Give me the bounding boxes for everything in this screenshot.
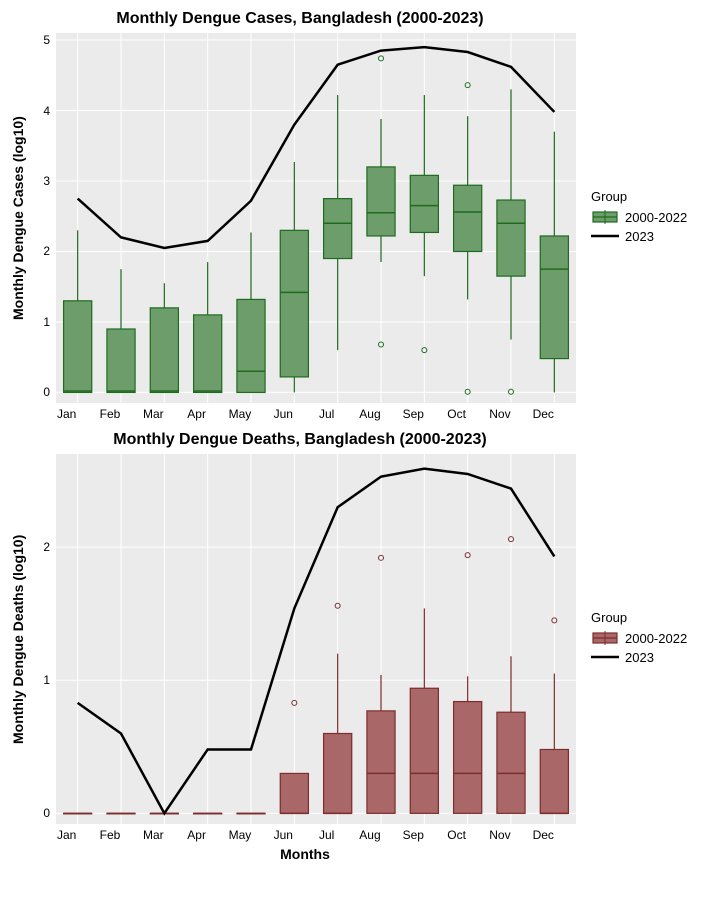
x-tick-label: Mar — [132, 407, 175, 421]
top-plot-row: Monthly Dengue Cases (log10) 012345 Grou… — [10, 33, 711, 403]
x-tick-label: Oct — [435, 407, 478, 421]
bottom-x-labels: JanFebMarAprMayJunJulAugSepOctNovDec — [10, 828, 565, 842]
bottom-svg — [56, 454, 576, 824]
y-tick: 2 — [43, 244, 56, 258]
x-tick-label: Jul — [305, 828, 348, 842]
bottom-chart-title: Monthly Dengue Deaths, Bangladesh (2000-… — [10, 431, 570, 449]
y-tick: 1 — [43, 315, 56, 329]
x-tick-label: Jun — [262, 407, 305, 421]
top-legend-box-icon — [591, 210, 619, 224]
x-tick-label: Dec — [522, 407, 565, 421]
bottom-legend-item-line: 2023 — [591, 650, 687, 665]
top-legend-title: Group — [591, 189, 687, 204]
top-chart-container: Monthly Dengue Cases, Bangladesh (2000-2… — [10, 10, 711, 421]
top-legend: Group 2000-2022 2023 — [591, 189, 687, 248]
y-tick: 4 — [43, 104, 56, 118]
x-tick-label: Jul — [305, 407, 348, 421]
x-tick-label: Jan — [45, 828, 88, 842]
bottom-legend-item-box: 2000-2022 — [591, 631, 687, 646]
x-tick-label: Sep — [392, 828, 435, 842]
x-tick-label: Apr — [175, 828, 218, 842]
x-tick-label: Feb — [88, 407, 131, 421]
bottom-y-label: Monthly Dengue Deaths (log10) — [10, 454, 26, 824]
x-tick-label: Jun — [262, 828, 305, 842]
y-tick: 1 — [43, 673, 56, 687]
bottom-legend-box-label: 2000-2022 — [625, 631, 687, 646]
top-legend-item-line: 2023 — [591, 229, 687, 244]
top-legend-line-icon — [591, 229, 619, 243]
top-y-label: Monthly Dengue Cases (log10) — [10, 33, 26, 403]
y-tick: 5 — [43, 33, 56, 47]
x-tick-label: Oct — [435, 828, 478, 842]
x-tick-label: Nov — [478, 828, 521, 842]
x-tick-label: Feb — [88, 828, 131, 842]
bottom-plot-area: 012 — [56, 454, 576, 824]
top-svg — [56, 33, 576, 403]
bottom-legend-title: Group — [591, 610, 687, 625]
top-legend-item-box: 2000-2022 — [591, 210, 687, 225]
x-tick-label: Jan — [45, 407, 88, 421]
x-tick-label: Aug — [348, 407, 391, 421]
y-tick: 2 — [43, 540, 56, 554]
x-tick-label: Mar — [132, 828, 175, 842]
x-tick-label: Dec — [522, 828, 565, 842]
x-tick-label: Sep — [392, 407, 435, 421]
bottom-legend-line-label: 2023 — [625, 650, 654, 665]
bottom-legend-box-icon — [591, 631, 619, 645]
bottom-chart-container: Monthly Dengue Deaths, Bangladesh (2000-… — [10, 431, 711, 862]
top-legend-line-label: 2023 — [625, 229, 654, 244]
top-chart-title: Monthly Dengue Cases, Bangladesh (2000-2… — [10, 10, 570, 28]
y-tick: 0 — [43, 385, 56, 399]
x-tick-label: May — [218, 828, 261, 842]
y-tick: 0 — [43, 806, 56, 820]
bottom-plot-row: Monthly Dengue Deaths (log10) 012 Group … — [10, 454, 711, 824]
top-legend-box-label: 2000-2022 — [625, 210, 687, 225]
x-tick-label: May — [218, 407, 261, 421]
x-tick-label: Apr — [175, 407, 218, 421]
x-tick-label: Aug — [348, 828, 391, 842]
bottom-legend-line-icon — [591, 650, 619, 664]
y-tick: 3 — [43, 174, 56, 188]
bottom-legend: Group 2000-2022 2023 — [591, 610, 687, 669]
top-plot-area: 012345 — [56, 33, 576, 403]
x-tick-label: Nov — [478, 407, 521, 421]
x-axis-label: Months — [10, 846, 565, 862]
top-x-labels: JanFebMarAprMayJunJulAugSepOctNovDec — [10, 407, 565, 421]
